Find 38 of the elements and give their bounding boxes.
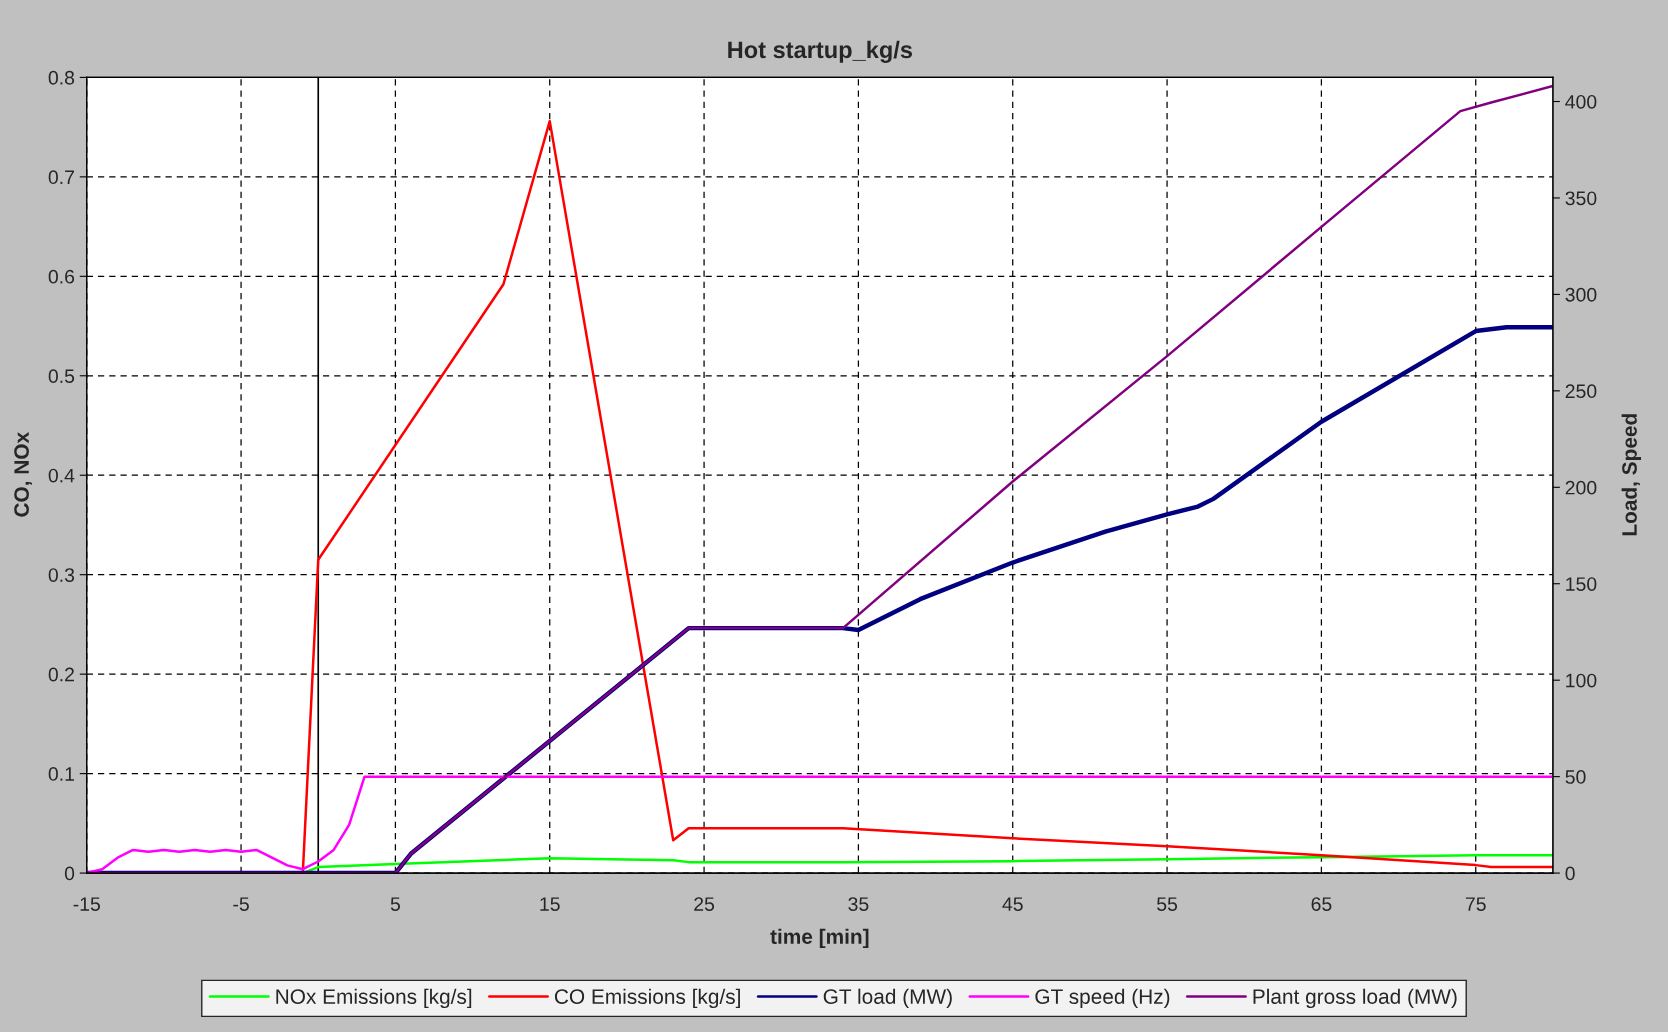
x-tick-label: 25 xyxy=(694,897,715,911)
x-tick-label: 55 xyxy=(1157,897,1178,911)
chart-title: Hot startup_kg/s xyxy=(728,40,913,63)
legend-label: Plant gross load (MW) xyxy=(1253,988,1457,1009)
legend-label: GT speed (Hz) xyxy=(1035,988,1170,1009)
y2-tick-label: 400 xyxy=(1565,94,1597,109)
y-tick-label: 0.5 xyxy=(48,369,75,384)
y2-tick-label: 0 xyxy=(1565,866,1575,881)
y-axis-title: CO, NOx xyxy=(14,432,32,517)
y-tick-label: 0 xyxy=(64,866,75,881)
legend-label: NOx Emissions [kg/s] xyxy=(276,988,472,1009)
x-tick-label: 65 xyxy=(1311,897,1332,911)
y2-tick-label: 50 xyxy=(1565,770,1586,784)
y-tick-label: 0.1 xyxy=(48,767,74,781)
y2-tick-label: 350 xyxy=(1565,191,1597,206)
y2-tick-label: 200 xyxy=(1565,480,1597,495)
y-tick-label: 0.8 xyxy=(48,70,75,85)
y2-tick-label: 100 xyxy=(1566,673,1597,688)
y-tick-label: 0.7 xyxy=(48,170,74,185)
y2-axis-title: Load, Speed xyxy=(1621,414,1642,536)
x-tick-label: 15 xyxy=(540,897,560,911)
y2-tick-label: 300 xyxy=(1565,287,1597,302)
x-tick-label: -5 xyxy=(233,897,249,911)
x-tick-label: 45 xyxy=(1002,897,1023,911)
legend-label: GT load (MW) xyxy=(823,988,952,1009)
y-tick-label: 0.4 xyxy=(48,468,75,483)
x-tick-label: 5 xyxy=(390,897,400,911)
line-series xyxy=(301,119,1553,874)
legend-label: CO Emissions [kg/s] xyxy=(554,988,740,1009)
y2-tick-label: 250 xyxy=(1565,384,1597,399)
y-tick-label: 0.6 xyxy=(48,269,75,284)
y2-tick-label: 150 xyxy=(1566,577,1597,591)
x-tick-label: 35 xyxy=(848,897,869,911)
x-axis-title: time [min] xyxy=(770,928,869,949)
x-tick-label: 75 xyxy=(1465,897,1486,911)
y-tick-label: 0.3 xyxy=(48,568,75,582)
y-tick-label: 0.2 xyxy=(48,667,74,682)
x-tick-label: -15 xyxy=(73,897,100,911)
